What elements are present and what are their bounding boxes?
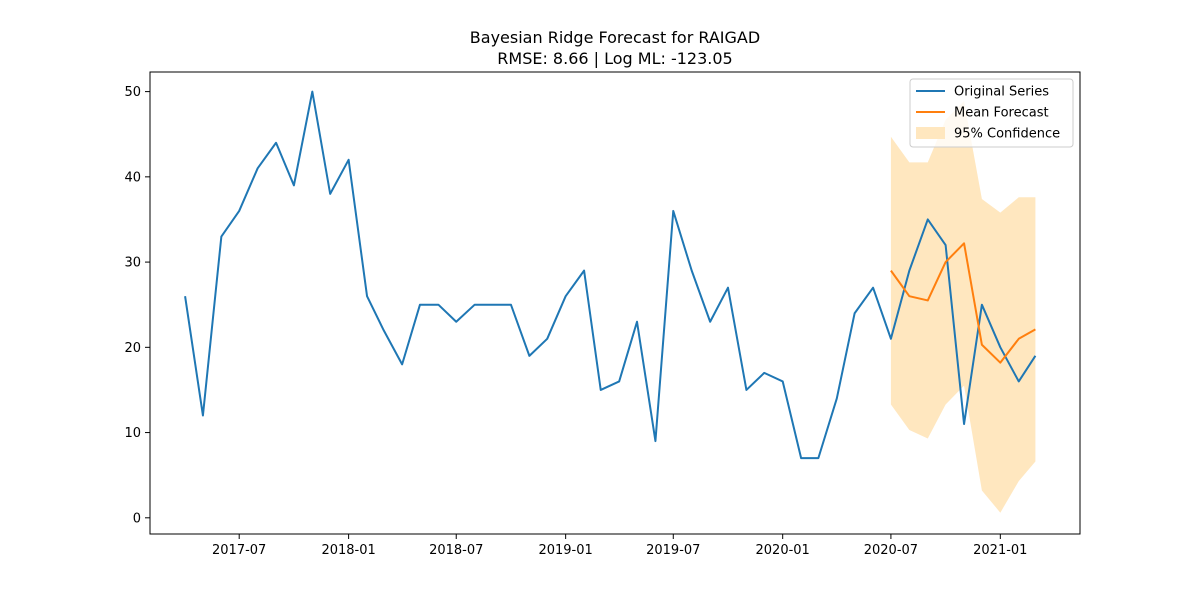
y-tick-label: 0 xyxy=(133,511,141,526)
x-tick-label: 2020-01 xyxy=(756,543,810,558)
y-tick-label: 50 xyxy=(124,85,141,100)
y-tick-label: 20 xyxy=(124,341,141,356)
x-tick-label: 2018-01 xyxy=(321,543,375,558)
x-tick-label: 2019-01 xyxy=(538,543,592,558)
legend: Original Series Mean Forecast 95% Confiden… xyxy=(910,79,1073,147)
y-tick-label: 30 xyxy=(124,256,141,271)
x-tick-label: 2018-07 xyxy=(429,543,483,558)
x-tick-label: 2020-07 xyxy=(864,543,918,558)
y-tick-label: 10 xyxy=(124,426,141,441)
legend-swatch-confidence xyxy=(916,127,945,139)
x-tick-label: 2017-07 xyxy=(212,543,266,558)
legend-label: Original Series xyxy=(954,85,1049,100)
series-band-confidence xyxy=(891,101,1035,513)
x-tick-label: 2019-07 xyxy=(646,543,700,558)
chart-subtitle: RMSE: 8.66 | Log ML: -123.05 xyxy=(497,49,732,68)
legend-label: 95% Confidence xyxy=(954,127,1060,142)
y-tick-label: 40 xyxy=(124,170,141,185)
legend-label: Mean Forecast xyxy=(954,106,1049,121)
chart-title: Bayesian Ridge Forecast for RAIGAD xyxy=(470,28,760,47)
x-tick-label: 2021-01 xyxy=(973,543,1027,558)
